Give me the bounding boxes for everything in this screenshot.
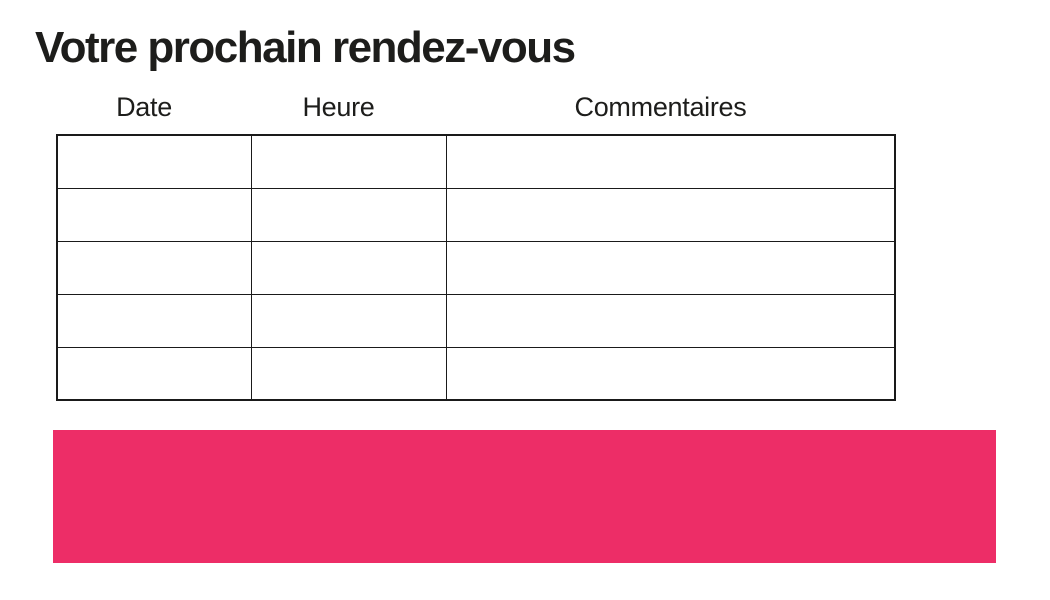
highlight-banner [53,430,996,563]
table-header-row: Date Heure Commentaires [47,92,885,122]
table-row [56,134,896,189]
table-cell [56,187,252,242]
column-header-date: Date [116,92,172,122]
table-cell [56,346,252,401]
table-cell [250,293,447,348]
table-cell [250,187,447,242]
table-cell [250,134,447,189]
table-cell [250,346,447,401]
column-header-heure: Heure [302,92,375,122]
table-cell [56,134,252,189]
table-row [56,240,896,295]
table-cell [56,293,252,348]
table-cell [445,240,896,295]
table-cell [445,134,896,189]
table-cell [445,346,896,401]
page-title: Votre prochain rendez-vous [35,23,576,72]
table-cell [445,187,896,242]
appointments-table [56,134,896,401]
table-cell [250,240,447,295]
table-row [56,187,896,242]
table-row [56,346,896,401]
table-row [56,293,896,348]
table-cell [445,293,896,348]
column-header-commentaires: Commentaires [574,92,747,122]
table-cell [56,240,252,295]
appointments-table-body [56,134,896,401]
